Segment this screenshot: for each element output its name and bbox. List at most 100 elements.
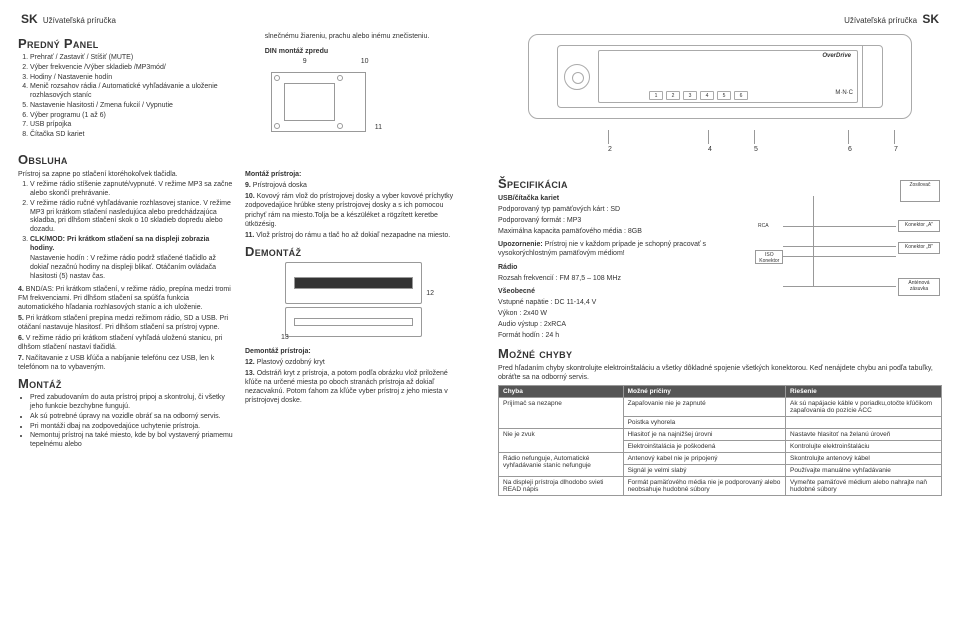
din-diagram	[271, 72, 366, 132]
fp-item: Výber programu (1 až 6)	[30, 112, 255, 121]
header-left: SK Užívateľská príručka	[18, 12, 462, 26]
mp-9: Prístrojová doska	[253, 182, 307, 189]
cell: Signál je velmi slabý	[623, 465, 785, 477]
preset-btn: 2	[666, 91, 680, 100]
spec-heading: Špecifikácia	[498, 176, 743, 191]
mnc-label: M·N·C	[835, 90, 853, 96]
rc-2: 2	[608, 146, 612, 153]
fp-item: Čítačka SD kariet	[30, 131, 255, 140]
mp-11: Vlož prístroj do rámu a tlač ho až dokia…	[256, 232, 450, 239]
callout-10: 10	[361, 58, 369, 65]
doc-title: Užívateľská príručka	[43, 16, 116, 25]
th-chyba: Chyba	[499, 386, 624, 398]
obs-item: BND/AS: Pri krátkom stlačení, v režime r…	[18, 286, 231, 311]
callout-13: 13	[281, 334, 289, 341]
gen1: Vstupné napätie : DC 11-14,4 V	[498, 298, 743, 307]
fp-item: Nastavenie hlasitosti / Zmena fukcií / V…	[30, 102, 255, 111]
montaz-item: Pred zabudovaním do auta prístroj pripoj…	[30, 394, 235, 412]
kb-box: Konektor „B"	[898, 242, 940, 254]
cell: Zapaľovanie nie je zapnuté	[623, 398, 785, 417]
usb3: Maximálna kapacita pamäťového média : 8G…	[498, 227, 743, 236]
preset-btn: 4	[700, 91, 714, 100]
callout-9: 9	[303, 58, 307, 65]
montaz-item: Nemontuj prístroj na také miesto, kde by…	[30, 432, 235, 450]
demontaz-diagram-bottom	[285, 307, 422, 337]
preset-row: 1 2 3 4 5 6	[649, 91, 748, 100]
th-riesenie: Riešenie	[786, 386, 942, 398]
radio-face: OverDrive M·N·C 1 2 3 4 5 6	[528, 34, 912, 119]
radio-head: Rádio	[498, 263, 743, 272]
demontaz-diagram-top	[285, 262, 422, 304]
cell: Poistka vyhorela	[623, 417, 785, 429]
cell: Formát pamäťového média nie je podporova…	[623, 477, 785, 496]
fp-item: Menič rozsahov rádia / Automatické vyhľa…	[30, 83, 255, 101]
chyby-heading: Možné chyby	[498, 346, 942, 361]
rc-6: 6	[848, 146, 852, 153]
rc-4: 4	[708, 146, 712, 153]
obs-item: Pri krátkom stlačení prepína medzi režim…	[18, 315, 228, 331]
usb2: Podporovaný formát : MP3	[498, 216, 743, 225]
preset-btn: 1	[649, 91, 663, 100]
cell: Kontrolujte elektroinštaláciu	[786, 441, 942, 453]
callout-11: 11	[375, 124, 382, 131]
cell: Rádio nefunguje, Automatické vyhľadávani…	[499, 453, 624, 477]
obs-item: Načítavanie z USB kľúča a nabíjanie tele…	[18, 355, 214, 371]
montaz-heading: Montáž	[18, 376, 235, 391]
cell: Používajte manuálne vyhľadávanie	[786, 465, 942, 477]
brand-label: OverDrive	[822, 53, 851, 59]
cell	[786, 417, 942, 429]
volume-knob-icon	[564, 64, 590, 90]
mp-10: Kovový rám vlož do prístrojovej dosky a …	[245, 193, 453, 227]
cell: Elektroinštalácia je poškodená	[623, 441, 785, 453]
cell: Ak sú napájacie káble v poriadku,otočte …	[786, 398, 942, 417]
warn-label: Upozornenie:	[498, 241, 543, 248]
cell: Antenový kabel nie je pripojený	[623, 453, 785, 465]
demontaz-heading: Demontáž	[245, 244, 462, 259]
montaz-item: Pri montáži dbaj na zodpovedajúce uchyte…	[30, 423, 235, 432]
montaz-item: Ak sú potrebné úpravy na vozidle obráť s…	[30, 413, 235, 422]
preset-btn: 3	[683, 91, 697, 100]
sun-text: slnečnému žiareniu, prachu alebo inému z…	[265, 32, 462, 41]
radio-figure: 3 1 8 OverDrive M·N·C 1 2 3 4	[498, 34, 942, 164]
side-slots	[862, 46, 882, 107]
amp-box: Zosilovač	[900, 180, 940, 202]
fp-item: Hodiny / Nastavenie hodín	[30, 74, 255, 83]
cell: Nie je zvuk	[499, 429, 624, 453]
doc-title-r: Užívateľská príručka	[844, 16, 917, 25]
demontaz-sub: Demontáž prístroja:	[245, 347, 462, 356]
radio1: Rozsah frekvencií : FM 87,5 – 108 MHz	[498, 274, 743, 283]
cell: Prijímač sa nezapne	[499, 398, 624, 429]
callout-12: 12	[426, 290, 434, 297]
cell: Hlasitoť je na najnižšej úrovni	[623, 429, 785, 441]
ant-box: Anténová zásuvka	[898, 278, 940, 296]
th-priciny: Možné príčiny	[623, 386, 785, 398]
montaz-list: Pred zabudovaním do auta prístroj pripoj…	[18, 394, 235, 450]
fp-item: Výber frekvencie /Výber skladieb /MP3mód…	[30, 64, 255, 73]
connection-diagram: Zosilovač RCA ISO Konektor Konektor „A" …	[753, 176, 942, 316]
rc-7: 7	[894, 146, 898, 153]
obs-item3-extra: Nastavenie hodín : V režime rádio podrž …	[30, 255, 235, 281]
radio-display: OverDrive M·N·C 1 2 3 4 5 6	[598, 50, 858, 103]
obsluha-list: V režime rádio stíšenie zapnuté/vypnuté.…	[18, 181, 235, 281]
error-table: Chyba Možné príčiny Riešenie Prijímač sa…	[498, 385, 942, 496]
cell: Skontrolujte antenový kábel	[786, 453, 942, 465]
rc-5: 5	[754, 146, 758, 153]
gen3: Audio výstup : 2xRCA	[498, 320, 743, 329]
sk-badge: SK	[18, 11, 41, 27]
preset-btn: 6	[734, 91, 748, 100]
obs-item: V režime rádio pri krátkom stlačení vyhľ…	[18, 335, 222, 351]
obsluha-heading: Obsluha	[18, 152, 462, 167]
dm-13: Odstráň kryt z prístroja, a potom podľa …	[245, 370, 448, 404]
ka-box: Konektor „A"	[898, 220, 940, 232]
chyby-intro: Pred hľadaním chyby skontrolujte elektro…	[498, 364, 942, 382]
usb1: Podporovaný typ pamäťových kárt : SD	[498, 205, 743, 214]
obsluha-intro: Prístroj sa zapne po stlačení ktoréhokoľ…	[18, 170, 235, 179]
header-right: Užívateľská príručka SK	[498, 12, 942, 26]
fp-item: Prehrať / Zastaviť / Stíšiť (MUTE)	[30, 54, 255, 63]
gen2: Výkon : 2x40 W	[498, 309, 743, 318]
dm-12: Plastový ozdobný kryt	[257, 359, 325, 366]
sk-badge-r: SK	[919, 11, 942, 27]
left-page: SK Užívateľská príručka Predný Panel Pre…	[0, 0, 480, 637]
front-panel-heading: Predný Panel	[18, 36, 255, 51]
rca-label: RCA	[755, 222, 771, 232]
